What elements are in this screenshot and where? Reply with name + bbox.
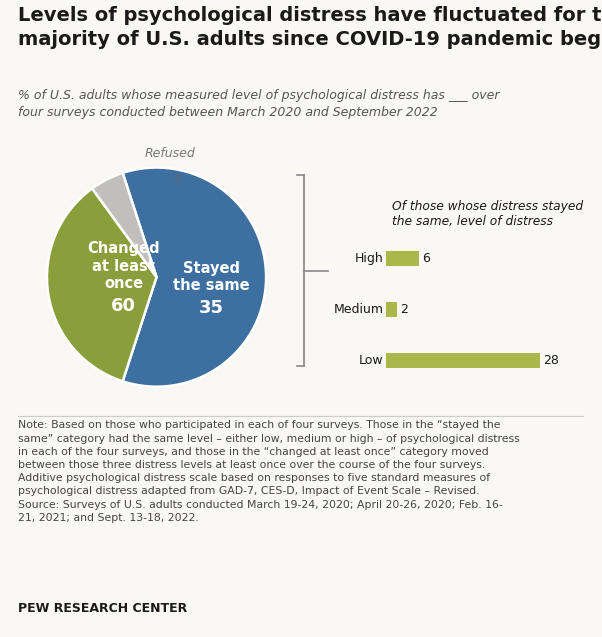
Text: High: High [355, 252, 383, 265]
Bar [386, 302, 397, 317]
Text: % of U.S. adults whose measured level of psychological distress has ___ over
fou: % of U.S. adults whose measured level of… [18, 89, 500, 119]
Text: 6: 6 [422, 252, 430, 265]
Text: Changed
at least
once: Changed at least once [87, 241, 160, 291]
Text: Levels of psychological distress have fluctuated for the
majority of U.S. adults: Levels of psychological distress have fl… [18, 6, 602, 49]
Wedge shape [47, 189, 157, 382]
Text: Refused: Refused [144, 147, 195, 160]
Text: Note: Based on those who participated in each of four surveys. Those in the “sta: Note: Based on those who participated in… [18, 420, 520, 523]
Text: 35: 35 [199, 299, 224, 317]
Text: Low: Low [359, 354, 383, 367]
Text: 5: 5 [175, 174, 182, 187]
Text: Stayed
the same: Stayed the same [173, 261, 250, 293]
Wedge shape [92, 173, 157, 277]
Text: 2: 2 [400, 303, 408, 316]
Wedge shape [123, 168, 266, 387]
Text: 28: 28 [543, 354, 559, 367]
Text: 60: 60 [111, 297, 136, 315]
Text: Of those whose distress stayed
the same, level of distress: Of those whose distress stayed the same,… [392, 200, 583, 228]
Text: PEW RESEARCH CENTER: PEW RESEARCH CENTER [18, 602, 187, 615]
Bar [386, 251, 420, 266]
Text: Medium: Medium [334, 303, 383, 316]
Bar [386, 353, 540, 368]
